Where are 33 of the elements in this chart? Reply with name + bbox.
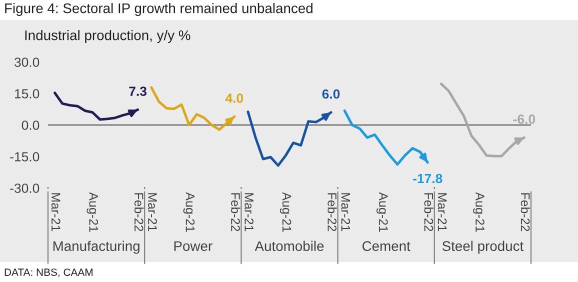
- data-label: 4.0: [225, 94, 244, 103]
- x-tick-label: Mar-21: [244, 193, 254, 232]
- x-tick-label: Feb-22: [424, 193, 434, 232]
- x-tick-label: Aug-21: [86, 192, 98, 232]
- x-tick-label: Aug-21: [280, 192, 292, 232]
- x-tick-label: Mar-21: [341, 193, 350, 232]
- chart-title: Figure 4: Sectoral IP growth remained unbalanced: [5, 3, 312, 16]
- x-tick-label: Feb-22: [134, 193, 144, 232]
- data-label: -6.0: [513, 114, 536, 124]
- y-tick-label: -15.0: [10, 152, 40, 162]
- data-label: 7.3: [129, 86, 147, 96]
- x-axis-title: Automobile: [254, 240, 324, 252]
- x-tick-label: Mar-21: [51, 193, 60, 232]
- data-label: 6.0: [322, 89, 340, 99]
- x-axis-title: Power: [174, 241, 212, 252]
- x-axis-title: Manufacturing: [53, 240, 140, 254]
- x-tick-label: Aug-21: [473, 192, 484, 232]
- y-tick-label: 30.0: [14, 58, 40, 67]
- data-label: -17.8: [413, 174, 442, 184]
- x-axis-title: Cement: [362, 241, 410, 252]
- text: DATA: NBS, CAAM: [4, 268, 92, 278]
- x-tick-label: Mar-21: [438, 193, 447, 232]
- chart-subtitle: Industrial production, y/y %: [25, 30, 190, 43]
- x-tick-label: Aug-21: [183, 192, 195, 232]
- y-tick-label: -30.0: [10, 184, 40, 193]
- x-tick-label: Aug-21: [376, 192, 388, 232]
- x-tick-label: Feb-22: [328, 193, 337, 232]
- y-tick-label: 15.0: [14, 89, 40, 98]
- x-tick-label: Feb-22: [231, 193, 240, 232]
- x-tick-label: Feb-22: [520, 193, 530, 232]
- x-axis-title: Steel product: [442, 240, 524, 254]
- y-tick-label: 0.0: [22, 120, 40, 130]
- x-tick-label: Mar-21: [148, 193, 157, 232]
